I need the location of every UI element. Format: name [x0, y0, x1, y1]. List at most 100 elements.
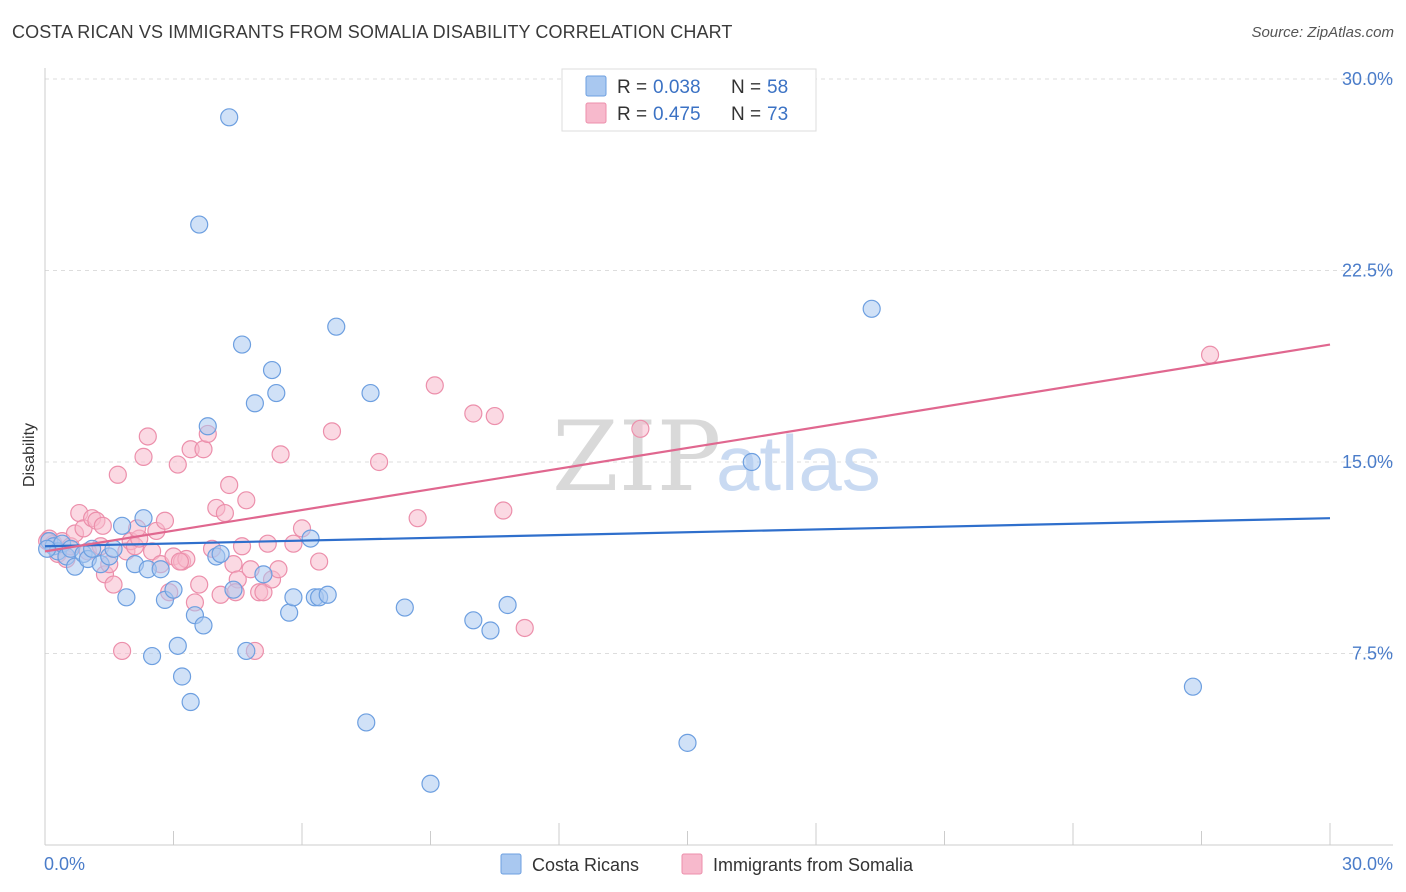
y-tick-label-2: 22.5% — [1342, 261, 1393, 281]
somalia-point-15 — [104, 575, 123, 594]
somalia-point-42 — [220, 475, 239, 495]
legend-n-value-2: 73 — [767, 104, 788, 125]
costa-rican-point-39 — [284, 588, 303, 607]
somalia-point-57 — [322, 422, 342, 441]
somalia-point-41 — [215, 503, 234, 523]
watermark-atlas: atlas — [716, 419, 881, 507]
legend-r-value-1: 0.038 — [653, 77, 701, 98]
legend-swatch-pink — [585, 102, 607, 124]
costa-rican-point-56 — [38, 539, 57, 558]
legend-n-value-1: 58 — [767, 77, 788, 98]
series-legend: Costa Ricans Immigrants from Somalia — [500, 853, 914, 875]
axes — [44, 68, 1393, 846]
trend-lines — [44, 343, 1331, 553]
costa-rican-point-34 — [245, 394, 264, 413]
legend-r-label-2: R = — [617, 104, 647, 125]
y-tick-label-0: 7.5% — [1352, 644, 1393, 664]
costa-rican-point-13 — [112, 516, 132, 535]
somalia-point-36 — [194, 440, 213, 459]
costa-rican-point-30 — [220, 108, 239, 127]
costa-rican-point-27 — [198, 417, 217, 436]
costa-rican-point-35 — [254, 565, 273, 584]
costa-rican-point-24 — [181, 692, 200, 712]
somalia-point-63 — [494, 501, 513, 520]
legend-r-value-2: 0.475 — [653, 104, 701, 125]
bottom-legend-swatch-blue — [500, 853, 522, 875]
trend-line-costa-ricans — [44, 517, 1331, 548]
somalia-point-54 — [284, 534, 303, 553]
somalia-point-64 — [515, 618, 534, 638]
somalia-point-68 — [93, 516, 112, 535]
somalia-point-51 — [258, 534, 277, 553]
stats-legend: R = 0.038 N = 58 R = 0.475 N = 73 — [561, 68, 817, 132]
somalia-point-58 — [370, 452, 389, 472]
costa-rican-point-57 — [190, 215, 209, 234]
costa-rican-point-44 — [327, 317, 346, 336]
somalia-point-65 — [631, 419, 650, 438]
legend-r-label-1: R = — [617, 77, 647, 98]
costa-rican-point-54 — [862, 299, 881, 318]
somalia-point-53 — [271, 445, 290, 464]
somalia-point-60 — [425, 376, 444, 395]
somalia-point-35 — [190, 575, 209, 594]
costa-rican-point-46 — [361, 383, 380, 403]
legend-n-label-1: N = — [731, 77, 761, 98]
costa-rican-point-40 — [301, 529, 320, 548]
costa-rican-point-32 — [232, 335, 252, 354]
costa-rican-point-37 — [267, 383, 286, 403]
costa-rican-point-50 — [481, 621, 500, 640]
costa-rican-point-38 — [280, 603, 299, 622]
costa-rican-point-49 — [464, 611, 483, 630]
source-label: Source: ZipAtlas.com — [1251, 24, 1394, 41]
costa-rican-point-23 — [172, 667, 192, 686]
costa-rican-point-16 — [134, 509, 153, 528]
costa-rican-point-19 — [151, 560, 170, 579]
grid-lines — [45, 78, 1393, 654]
costa-rican-point-26 — [194, 616, 213, 635]
trend-line-somalia — [44, 343, 1331, 553]
somalia-point-22 — [134, 447, 153, 466]
somalia-point-61 — [464, 404, 483, 423]
somalia-point-23 — [138, 427, 157, 446]
somalia-point-16 — [108, 465, 127, 484]
somalia-point-27 — [155, 511, 175, 530]
bottom-legend-label-pink: Immigrants from Somalia — [713, 855, 914, 875]
costa-rican-point-43 — [318, 585, 337, 604]
costa-rican-point-12 — [104, 539, 123, 558]
y-axis-label: Disability — [21, 423, 38, 487]
bottom-legend-label-blue: Costa Ricans — [532, 855, 639, 875]
somalia-point-59 — [408, 509, 427, 528]
watermark: ZIP atlas — [552, 401, 881, 513]
chart-title: COSTA RICAN VS IMMIGRANTS FROM SOMALIA D… — [12, 22, 733, 42]
costa-rican-point-48 — [421, 774, 440, 793]
y-tick-label-3: 30.0% — [1342, 69, 1393, 89]
legend-swatch-blue — [585, 75, 607, 97]
somalia-point-17 — [112, 641, 132, 661]
costa-rican-point-52 — [678, 733, 697, 752]
somalia-point-46 — [237, 491, 256, 510]
y-tick-label-1: 15.0% — [1342, 452, 1393, 472]
costa-rican-point-47 — [395, 598, 414, 617]
tick-labels: 7.5% 15.0% 22.5% 30.0% 0.0% 30.0% — [44, 69, 1393, 874]
costa-rican-point-21 — [164, 580, 183, 599]
costa-rican-point-22 — [168, 636, 187, 655]
costa-rican-point-51 — [498, 595, 517, 615]
costa-rican-point-31 — [224, 580, 243, 599]
legend-n-label-2: N = — [731, 104, 761, 125]
costa-rican-point-55 — [1183, 677, 1203, 696]
somalia-point-45 — [232, 537, 252, 556]
x-tick-label-0: 0.0% — [44, 854, 85, 874]
costa-rican-point-36 — [262, 360, 282, 380]
somalia-point-30 — [168, 455, 187, 474]
bottom-legend-swatch-pink — [681, 853, 703, 875]
costa-rican-point-18 — [142, 646, 162, 666]
costa-rican-point-45 — [357, 713, 376, 732]
somalia-point-50 — [254, 583, 273, 602]
somalia-point-70 — [170, 552, 190, 571]
costa-rican-point-14 — [117, 588, 136, 607]
somalia-point-66 — [1200, 345, 1220, 364]
somalia-point-62 — [485, 406, 504, 426]
costa-rican-point-29 — [211, 544, 230, 564]
x-tick-label-1: 30.0% — [1342, 854, 1393, 874]
